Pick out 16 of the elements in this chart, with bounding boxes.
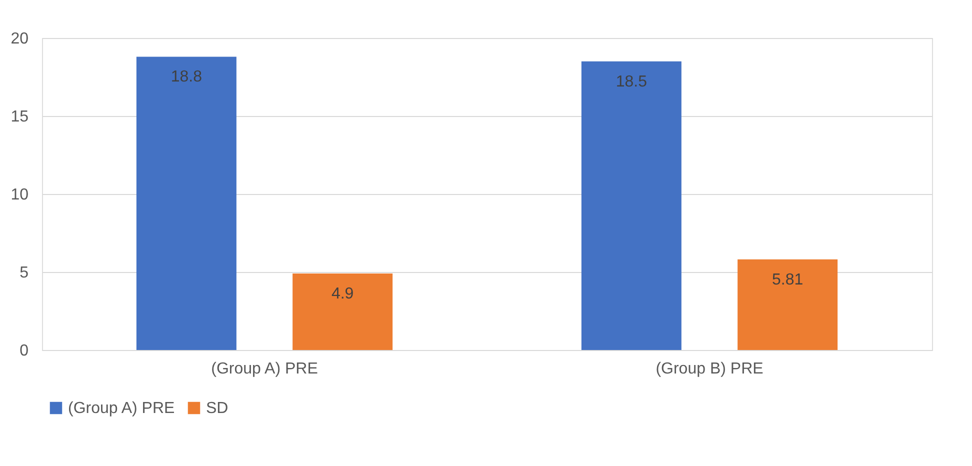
legend-label: SD [206,400,228,417]
y-tick-label: 0 [20,342,29,360]
y-tick-label: 15 [10,108,29,126]
y-tick-label: 20 [10,30,29,48]
bar [292,274,393,350]
bar [581,61,682,350]
legend-label: (Group A) PRE [68,400,175,417]
bar [136,56,236,350]
bar [738,259,838,350]
y-tick-label: 5 [20,264,29,282]
data-label: 4.9 [331,286,354,303]
x-tick-label: (Group B) PRE [656,360,764,378]
data-label: 18.5 [616,73,648,90]
data-label: 5.81 [772,271,804,288]
data-label: 18.8 [170,68,202,86]
y-tick-label: 10 [10,186,29,204]
